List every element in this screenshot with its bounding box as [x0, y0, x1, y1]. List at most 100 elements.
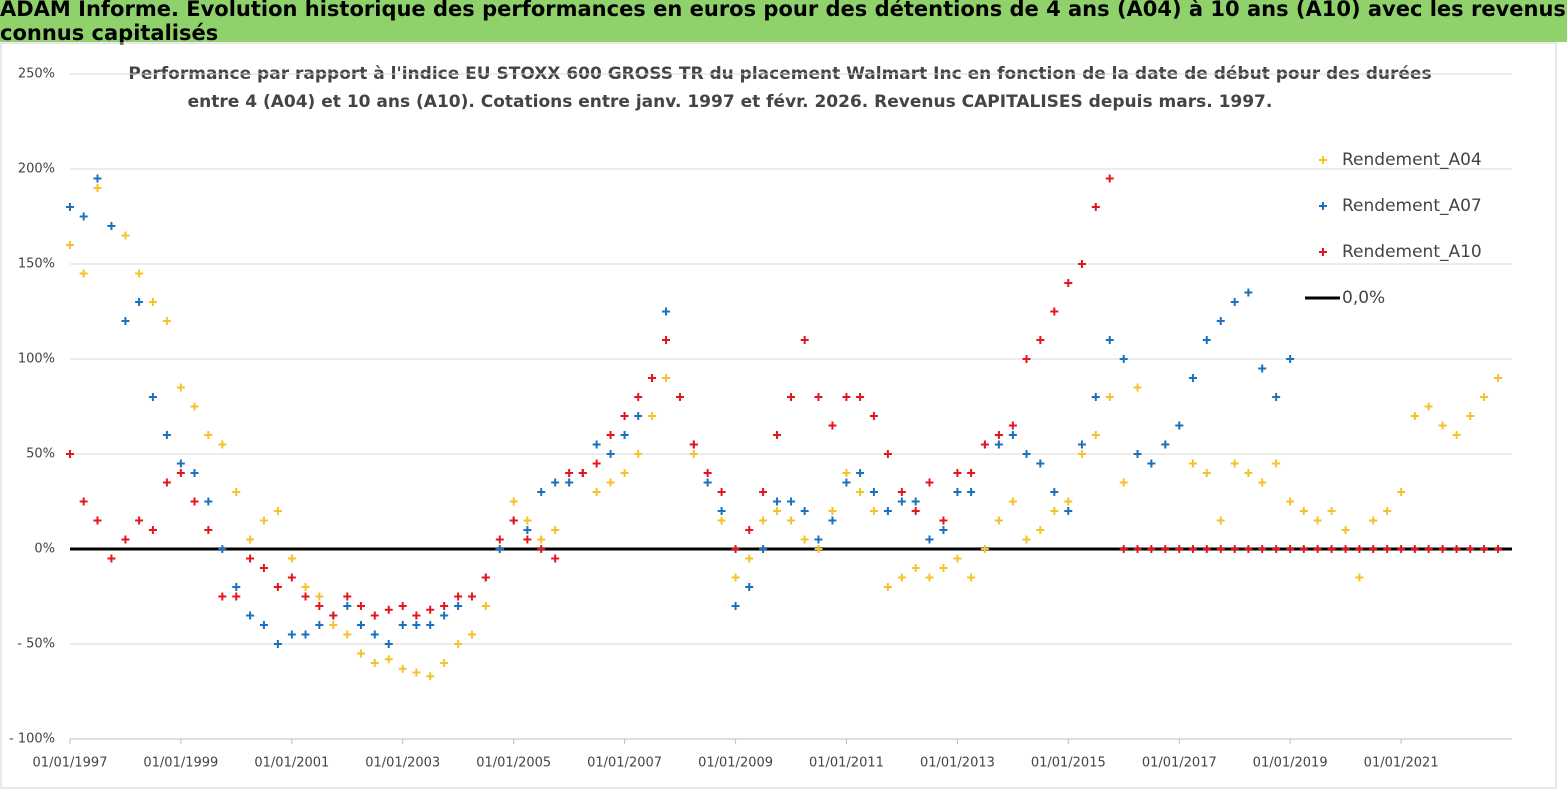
point [135, 516, 144, 525]
point [1022, 450, 1031, 458]
point [689, 440, 698, 449]
point [329, 621, 338, 629]
point [176, 459, 185, 468]
point [1077, 440, 1086, 449]
y-tick-label: - 100% [9, 732, 55, 747]
point [1036, 526, 1045, 534]
point [967, 488, 976, 496]
legend-label: Rendement_A10 [1342, 242, 1482, 262]
point [412, 611, 421, 620]
point [1258, 545, 1267, 553]
point [398, 602, 407, 610]
point [1202, 469, 1211, 477]
point [384, 655, 393, 664]
point [190, 497, 199, 506]
point [204, 526, 213, 534]
point [1244, 288, 1253, 297]
point [523, 535, 532, 544]
point [953, 554, 962, 563]
point [1008, 421, 1017, 430]
point [1424, 402, 1433, 411]
point [1105, 174, 1114, 183]
point [218, 592, 227, 601]
point [426, 672, 435, 681]
point [176, 469, 185, 477]
point [454, 602, 463, 610]
point [1466, 545, 1475, 553]
point [897, 497, 906, 506]
x-tick-label: 01/01/2019 [1253, 756, 1328, 771]
point [967, 469, 976, 477]
point [1244, 469, 1253, 477]
point [1272, 393, 1281, 401]
point [343, 602, 352, 610]
point [703, 478, 712, 487]
point [1452, 545, 1461, 553]
point [842, 469, 851, 477]
point [232, 592, 241, 601]
point [703, 469, 712, 477]
point [454, 592, 463, 601]
point [939, 516, 948, 525]
point [370, 611, 379, 620]
point [787, 393, 795, 401]
x-tick-label: 01/01/2015 [1031, 756, 1106, 771]
point [787, 497, 795, 506]
point [883, 507, 892, 515]
point [1202, 545, 1211, 553]
point [1161, 545, 1170, 553]
x-tick-label: 01/01/2017 [1142, 756, 1217, 771]
point [162, 317, 171, 325]
legend-label: Rendement_A07 [1342, 196, 1482, 216]
x-tick-label: 01/01/2013 [920, 756, 995, 771]
point [814, 535, 823, 544]
point [1383, 507, 1392, 515]
point [856, 469, 865, 477]
point [828, 516, 837, 525]
point [897, 488, 906, 496]
point [1341, 526, 1350, 534]
point [1119, 355, 1128, 363]
point [592, 459, 601, 468]
point [994, 431, 1003, 439]
point [1105, 393, 1114, 401]
point [731, 573, 740, 582]
point [301, 592, 310, 601]
x-tick-label: 01/01/1997 [33, 756, 108, 771]
point [1494, 545, 1503, 553]
point [800, 336, 809, 344]
legend-marker [1319, 156, 1327, 164]
point [1410, 412, 1419, 420]
point [1161, 440, 1170, 449]
point [1424, 545, 1433, 553]
point [648, 374, 657, 382]
point [1410, 545, 1419, 553]
chart-subtitle: entre 4 (A04) et 10 ans (A10). Cotations… [188, 92, 1273, 112]
y-tick-label: 0% [34, 542, 55, 557]
point [148, 393, 157, 401]
point [759, 545, 768, 553]
point [93, 184, 102, 192]
point [1397, 545, 1406, 553]
y-tick-label: - 50% [17, 637, 55, 652]
point [190, 402, 199, 411]
legend-label: 0,0% [1342, 288, 1385, 308]
point [121, 317, 130, 325]
point [662, 374, 671, 382]
point [606, 478, 615, 487]
point [953, 469, 962, 477]
point [495, 535, 504, 544]
point [315, 592, 324, 601]
point [398, 621, 407, 629]
point [66, 450, 74, 458]
point [218, 440, 227, 449]
point [329, 611, 338, 620]
point [259, 564, 268, 572]
point [1105, 336, 1114, 344]
point [148, 526, 157, 534]
point [869, 488, 878, 496]
x-tick-label: 01/01/2001 [254, 756, 329, 771]
point [426, 621, 435, 629]
point [190, 469, 199, 477]
point [634, 412, 643, 420]
